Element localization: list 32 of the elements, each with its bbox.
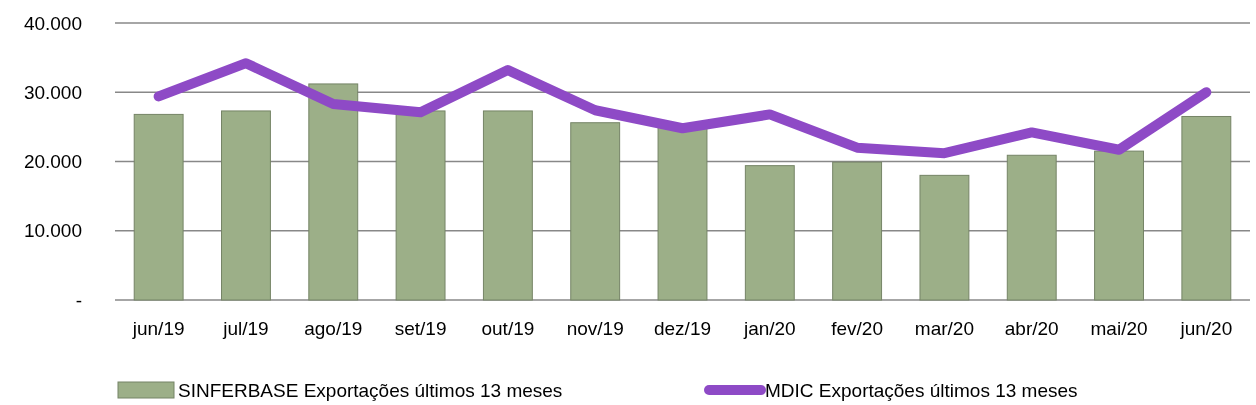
x-tick-label: mai/20: [1090, 317, 1148, 339]
x-tick-label: set/19: [394, 317, 447, 339]
bar: [744, 165, 795, 301]
x-tick-label: dez/19: [653, 317, 712, 339]
bar: [832, 161, 883, 301]
bar: [308, 83, 359, 301]
bar: [1006, 154, 1057, 301]
x-tick-label: abr/20: [1004, 317, 1059, 339]
x-tick-label: jan/20: [742, 317, 796, 339]
legend-label: MDIC Exportações últimos 13 meses: [765, 380, 1078, 401]
y-tick-label: 40.000: [23, 12, 82, 34]
x-tick-label: jul/19: [222, 317, 269, 339]
bar: [221, 110, 271, 301]
y-tick-label: 30.000: [23, 81, 82, 103]
x-tick-label: fev/20: [831, 317, 883, 339]
bar: [133, 113, 184, 301]
bar: [482, 110, 533, 301]
x-tick-label: ago/19: [304, 317, 363, 339]
legend-label: SINFERBASE Exportações últimos 13 meses: [178, 380, 563, 401]
bar: [395, 110, 446, 301]
y-tick-label: 10.000: [23, 220, 82, 242]
y-tick-label: 20.000: [23, 151, 82, 173]
x-tick-label: nov/19: [566, 317, 624, 339]
y-tick-label: -: [75, 289, 82, 311]
x-tick-label: jun/19: [131, 317, 185, 339]
x-tick-label: out/19: [481, 317, 535, 339]
bar: [1181, 115, 1232, 301]
x-tick-label: mar/20: [914, 317, 974, 339]
x-tick-label: jun/20: [1179, 317, 1233, 339]
bar: [1094, 150, 1144, 301]
bar: [570, 122, 621, 301]
bar: [919, 174, 970, 301]
